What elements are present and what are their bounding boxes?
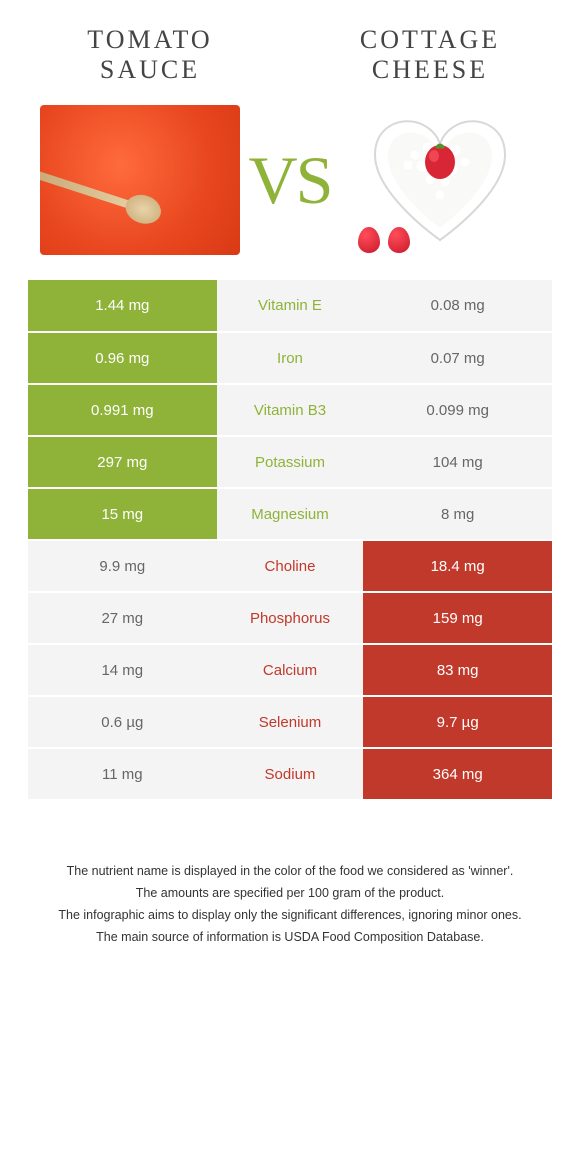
right-value-cell: 0.099 mg [363, 384, 552, 436]
wooden-spoon-icon [40, 169, 148, 214]
left-value-cell: 14 mg [28, 644, 217, 696]
table-row: 297 mgPotassium104 mg [28, 436, 552, 488]
nutrient-name-cell: Phosphorus [217, 592, 364, 644]
nutrient-name-cell: Vitamin B3 [217, 384, 364, 436]
footnote-line: The main source of information is USDA F… [30, 927, 550, 947]
left-value-cell: 0.6 µg [28, 696, 217, 748]
right-value-cell: 104 mg [363, 436, 552, 488]
strawberry-icon [388, 227, 410, 253]
right-value-cell: 8 mg [363, 488, 552, 540]
footnote-line: The infographic aims to display only the… [30, 905, 550, 925]
left-value-cell: 0.96 mg [28, 332, 217, 384]
nutrient-name-cell: Potassium [217, 436, 364, 488]
table-row: 15 mgMagnesium8 mg [28, 488, 552, 540]
right-value-cell: 0.07 mg [363, 332, 552, 384]
left-value-cell: 1.44 mg [28, 280, 217, 332]
nutrient-name-cell: Iron [217, 332, 364, 384]
tomato-sauce-image [40, 105, 240, 255]
left-value-cell: 9.9 mg [28, 540, 217, 592]
left-value-cell: 297 mg [28, 436, 217, 488]
nutrient-name-cell: Magnesium [217, 488, 364, 540]
footnote-line: The amounts are specified per 100 gram o… [30, 883, 550, 903]
cottage-cheese-image [340, 105, 540, 255]
left-value-cell: 0.991 mg [28, 384, 217, 436]
right-value-cell: 9.7 µg [363, 696, 552, 748]
right-value-cell: 0.08 mg [363, 280, 552, 332]
right-food-title: COTTAGE CHEESE [330, 25, 530, 85]
nutrient-name-cell: Calcium [217, 644, 364, 696]
right-value-cell: 364 mg [363, 748, 552, 800]
nutrient-comparison-table: 1.44 mgVitamin E0.08 mg0.96 mgIron0.07 m… [28, 280, 552, 801]
vs-label: VS [249, 141, 332, 220]
nutrient-name-cell: Selenium [217, 696, 364, 748]
table-row: 0.6 µgSelenium9.7 µg [28, 696, 552, 748]
nutrient-name-cell: Sodium [217, 748, 364, 800]
footnote-line: The nutrient name is displayed in the co… [30, 861, 550, 881]
table-row: 27 mgPhosphorus159 mg [28, 592, 552, 644]
table-row: 1.44 mgVitamin E0.08 mg [28, 280, 552, 332]
right-value-cell: 83 mg [363, 644, 552, 696]
table-row: 11 mgSodium364 mg [28, 748, 552, 800]
header: TOMATO SAUCE COTTAGE CHEESE [0, 0, 580, 85]
images-row: VS [0, 85, 580, 270]
left-value-cell: 15 mg [28, 488, 217, 540]
left-value-cell: 11 mg [28, 748, 217, 800]
table-row: 14 mgCalcium83 mg [28, 644, 552, 696]
nutrient-name-cell: Vitamin E [217, 280, 364, 332]
table-row: 0.991 mgVitamin B30.099 mg [28, 384, 552, 436]
strawberry-icon [358, 227, 380, 253]
table-row: 9.9 mgCholine18.4 mg [28, 540, 552, 592]
heart-plate-icon [360, 110, 520, 250]
left-value-cell: 27 mg [28, 592, 217, 644]
nutrient-name-cell: Choline [217, 540, 364, 592]
table-row: 0.96 mgIron0.07 mg [28, 332, 552, 384]
left-food-title: TOMATO SAUCE [50, 25, 250, 85]
right-value-cell: 18.4 mg [363, 540, 552, 592]
footnotes: The nutrient name is displayed in the co… [30, 861, 550, 947]
right-value-cell: 159 mg [363, 592, 552, 644]
